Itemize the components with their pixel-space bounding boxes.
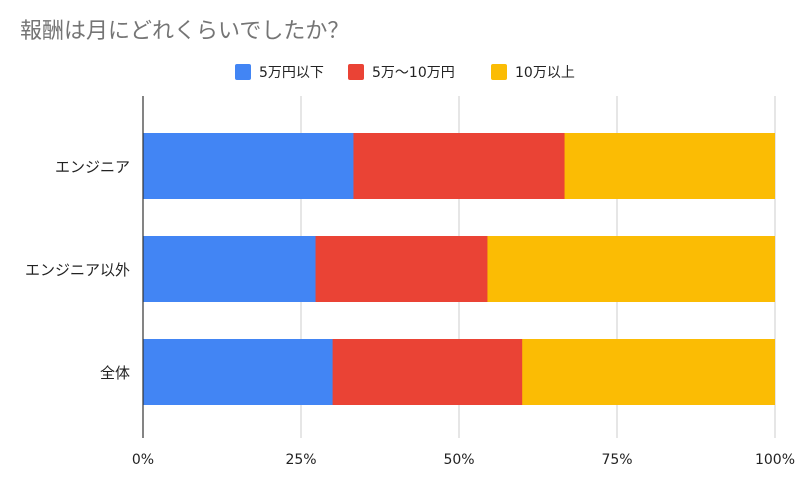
- legend-swatch: [348, 64, 364, 80]
- bar-segment: [143, 133, 355, 199]
- chart-title: 報酬は月にどれくらいでしたか？: [20, 19, 349, 44]
- category-label: エンジニア: [55, 158, 130, 176]
- x-tick-label: 0%: [132, 452, 154, 468]
- legend-label: 5万〜10万円: [372, 65, 455, 81]
- legend-swatch: [491, 64, 507, 80]
- x-tick-label: 50%: [443, 452, 474, 468]
- legend-label: 10万以上: [515, 65, 575, 81]
- legend-label: 5万円以下: [259, 65, 324, 81]
- legend-item: 5万〜10万円: [348, 64, 455, 81]
- category-label: エンジニア以外: [25, 261, 130, 279]
- legend-swatch: [235, 64, 251, 80]
- x-tick-label: 100%: [755, 452, 795, 468]
- x-axis-tick-labels: 0% 25% 50% 75% 100%: [132, 452, 795, 468]
- bar-segment: [487, 236, 775, 302]
- bar-segment: [522, 339, 775, 405]
- bar-segment: [564, 133, 775, 199]
- legend-item: 5万円以下: [235, 64, 324, 81]
- bar-segment: [353, 133, 566, 199]
- x-tick-label: 25%: [285, 452, 316, 468]
- x-tick-label: 75%: [601, 452, 632, 468]
- bar-segment: [332, 339, 523, 405]
- legend-item: 10万以上: [491, 64, 575, 81]
- bar-segment: [315, 236, 489, 302]
- bars: [143, 133, 775, 405]
- category-label: 全体: [100, 364, 130, 382]
- bar-segment: [143, 236, 317, 302]
- bar-segment: [143, 339, 334, 405]
- legend: 5万円以下 5万〜10万円 10万以上: [235, 64, 575, 81]
